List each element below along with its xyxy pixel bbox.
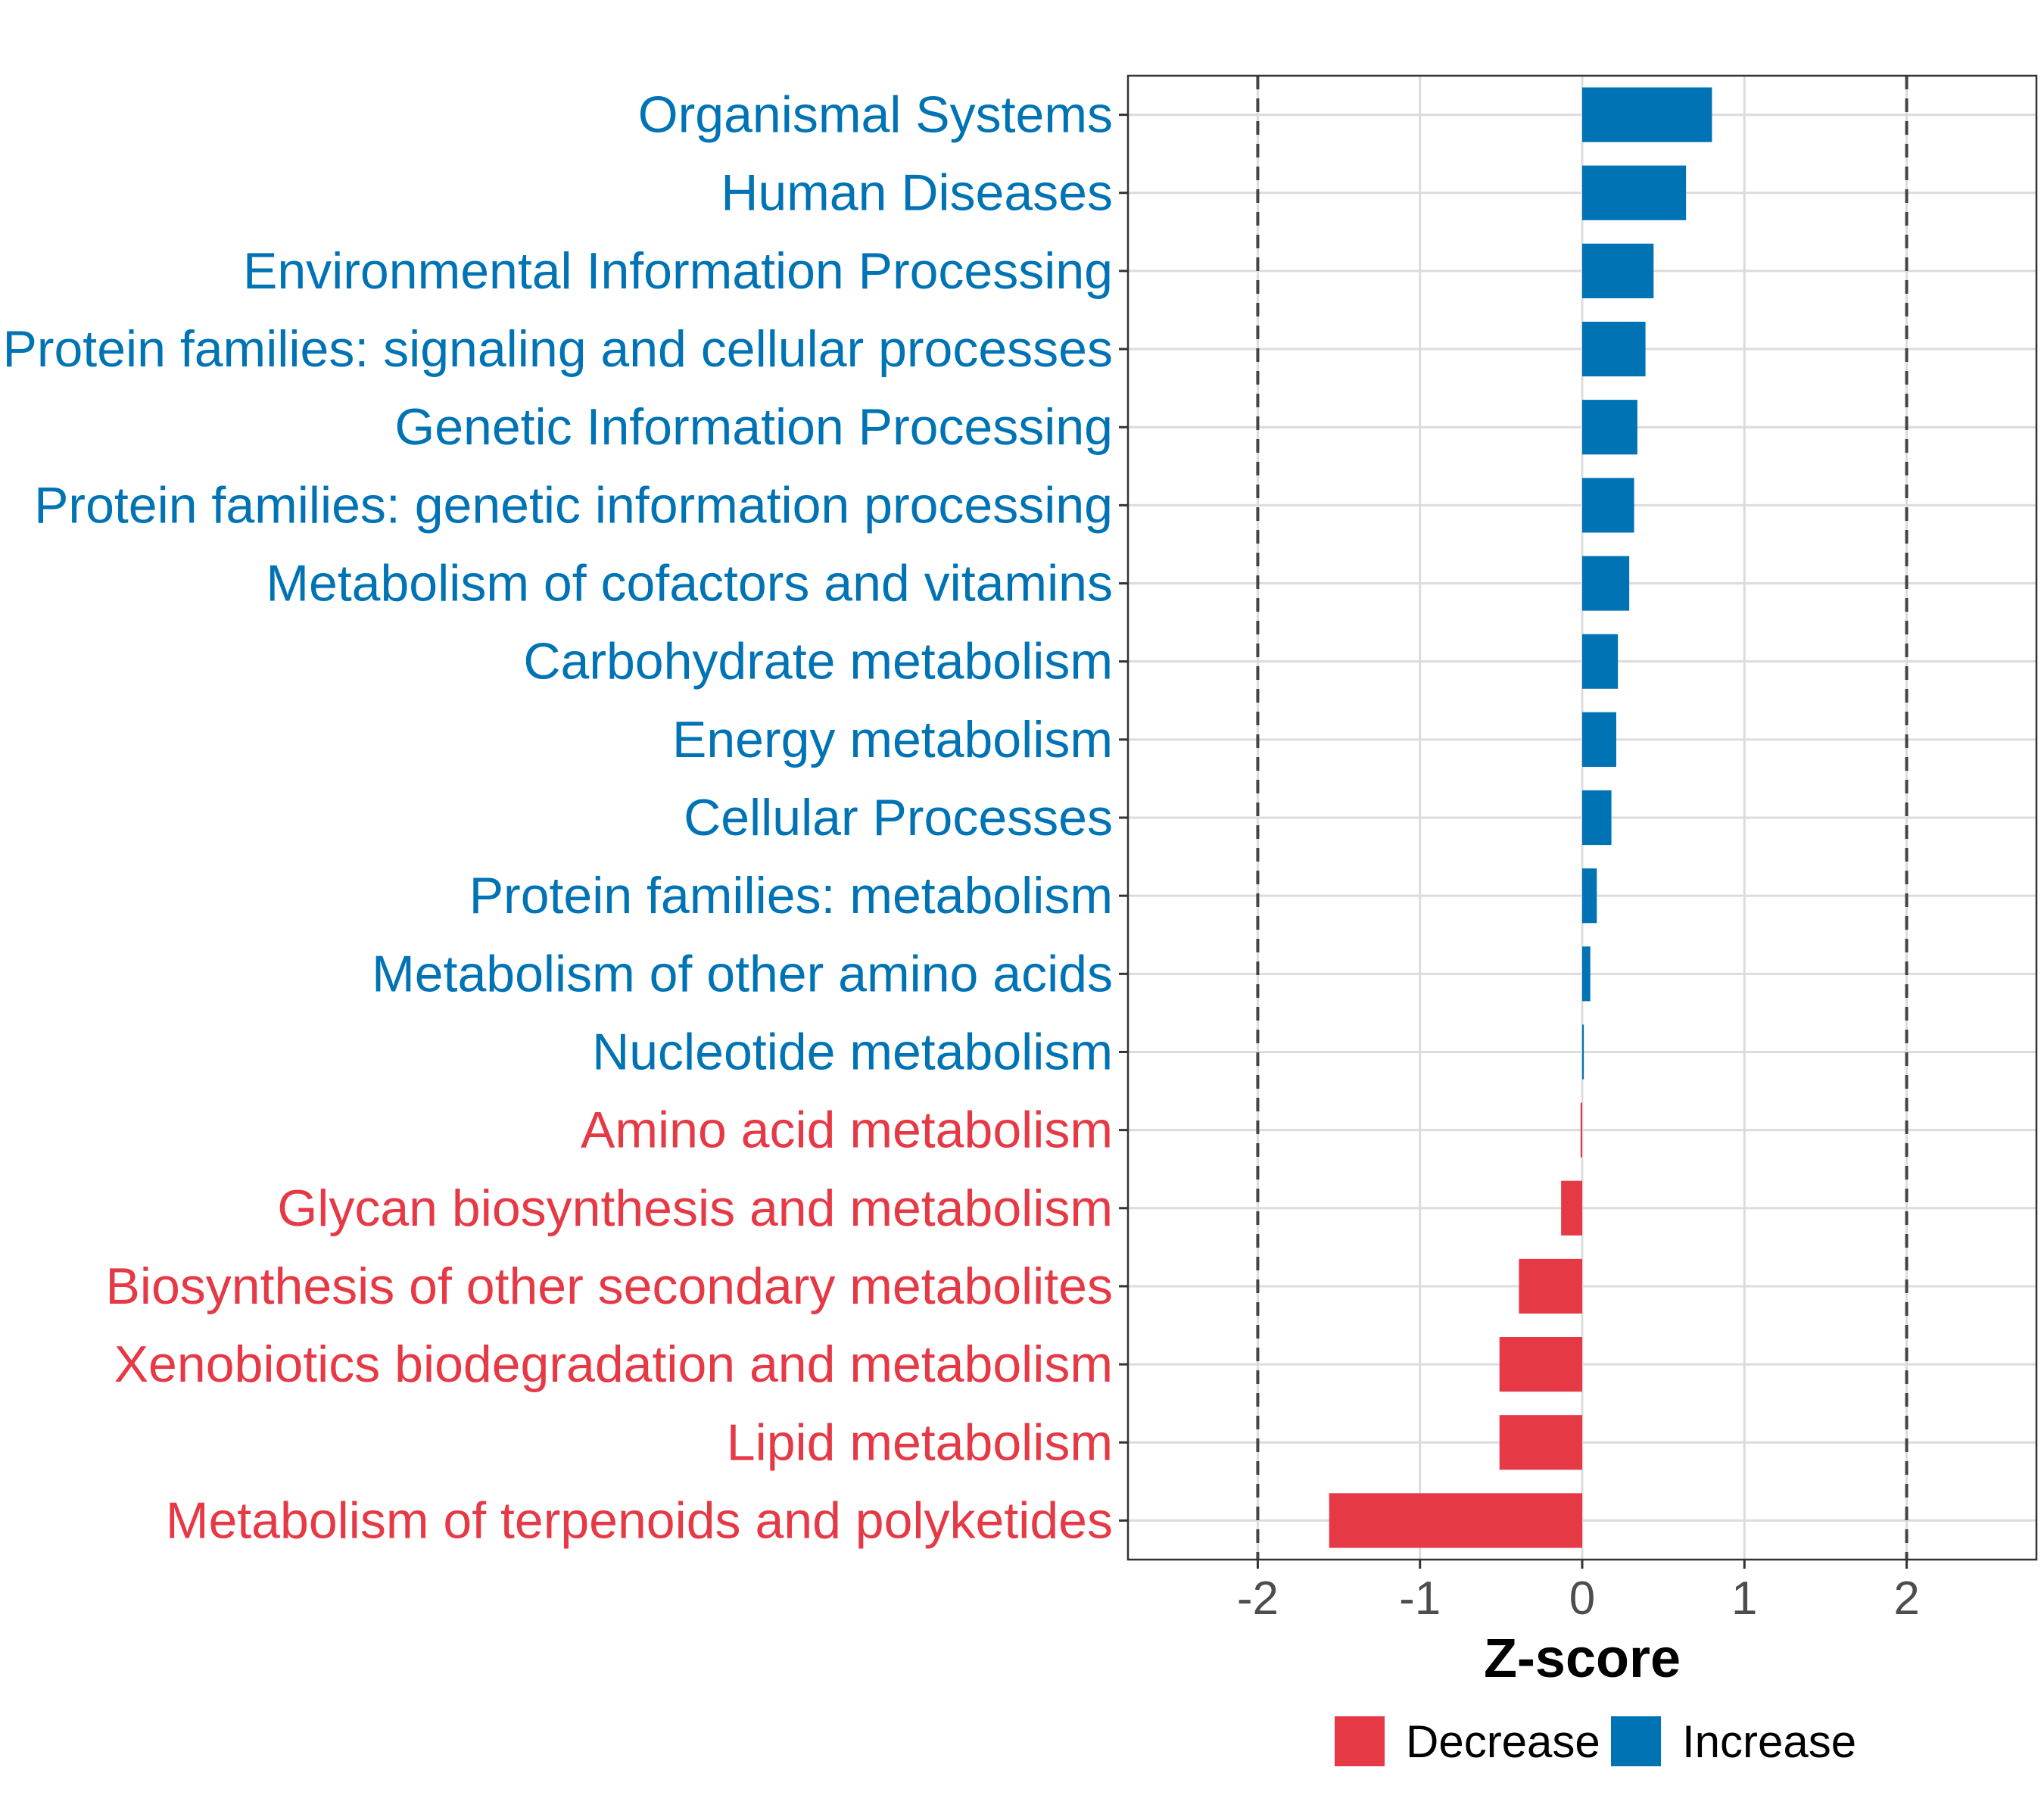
bar-organismal-systems bbox=[1582, 87, 1712, 142]
category-label: Human Diseases bbox=[721, 164, 1113, 222]
bar-metabolism-of-terpenoids-and-polyketides bbox=[1329, 1493, 1582, 1548]
legend: Decrease Increase bbox=[1335, 1716, 1856, 1767]
x-tick-label: 1 bbox=[1731, 1572, 1757, 1625]
bar-amino-acid-metabolism bbox=[1580, 1102, 1582, 1158]
category-label: Protein families: genetic information pr… bbox=[34, 476, 1113, 534]
bar-biosynthesis-of-other-secondary-metabolites bbox=[1519, 1258, 1582, 1314]
category-label: Lipid metabolism bbox=[727, 1413, 1113, 1471]
x-tick-label: 0 bbox=[1569, 1572, 1595, 1625]
bar-cellular-processes bbox=[1582, 790, 1612, 846]
bar-genetic-information-processing bbox=[1582, 400, 1637, 455]
category-label: Protein families: metabolism bbox=[469, 867, 1113, 924]
category-label: Biosynthesis of other secondary metaboli… bbox=[106, 1258, 1113, 1315]
category-label: Nucleotide metabolism bbox=[592, 1023, 1113, 1080]
category-label: Xenobiotics biodegradation and metabolis… bbox=[114, 1335, 1113, 1393]
bar-xenobiotics-biodegradation-and-metabolism bbox=[1499, 1337, 1582, 1392]
bar-layer bbox=[1329, 87, 1712, 1548]
x-tick-label: -1 bbox=[1399, 1572, 1441, 1625]
category-label: Metabolism of other amino acids bbox=[372, 945, 1113, 1002]
x-axis-title: Z-score bbox=[1484, 1628, 1681, 1689]
category-label: Metabolism of cofactors and vitamins bbox=[266, 555, 1113, 612]
category-label: Energy metabolism bbox=[672, 711, 1113, 768]
bar-energy-metabolism bbox=[1582, 712, 1616, 767]
bar-environmental-information-processing bbox=[1582, 243, 1654, 298]
bar-lipid-metabolism bbox=[1499, 1415, 1582, 1470]
category-label: Organismal Systems bbox=[638, 86, 1113, 144]
legend-swatch-increase bbox=[1611, 1716, 1661, 1766]
bar-glycan-biosynthesis-and-metabolism bbox=[1561, 1180, 1582, 1236]
category-label: Environmental Information Processing bbox=[243, 242, 1113, 300]
bar-protein-families-signaling-and-cellular-processes bbox=[1582, 321, 1646, 377]
category-label: Carbohydrate metabolism bbox=[523, 633, 1113, 690]
bar-metabolism-of-cofactors-and-vitamins bbox=[1582, 556, 1630, 611]
category-label: Metabolism of terpenoids and polyketides bbox=[166, 1491, 1113, 1549]
category-label: Glycan biosynthesis and metabolism bbox=[277, 1180, 1113, 1237]
category-label: Amino acid metabolism bbox=[581, 1102, 1113, 1159]
category-label: Cellular Processes bbox=[684, 789, 1113, 846]
bar-metabolism-of-other-amino-acids bbox=[1582, 946, 1591, 1002]
category-label: Genetic Information Processing bbox=[394, 398, 1113, 456]
x-tick-label: 2 bbox=[1893, 1572, 1919, 1625]
bar-human-diseases bbox=[1582, 165, 1687, 220]
legend-label-increase: Increase bbox=[1682, 1716, 1856, 1767]
legend-label-decrease: Decrease bbox=[1406, 1716, 1600, 1767]
bar-protein-families-metabolism bbox=[1582, 868, 1597, 924]
x-axis-ticks: -2 -1 0 1 2 bbox=[1237, 1560, 1920, 1625]
bar-nucleotide-metabolism bbox=[1582, 1024, 1584, 1080]
legend-swatch-decrease bbox=[1335, 1716, 1385, 1766]
x-tick-label: -2 bbox=[1237, 1572, 1279, 1625]
reference-line-layer bbox=[1256, 76, 1908, 1560]
bar-carbohydrate-metabolism bbox=[1582, 634, 1619, 689]
y-axis-ticks: Organismal Systems Human Diseases Environm… bbox=[2, 86, 1128, 1549]
category-label: Protein families: signaling and cellular… bbox=[2, 320, 1113, 378]
bar-protein-families-genetic-information-processing bbox=[1582, 478, 1634, 533]
